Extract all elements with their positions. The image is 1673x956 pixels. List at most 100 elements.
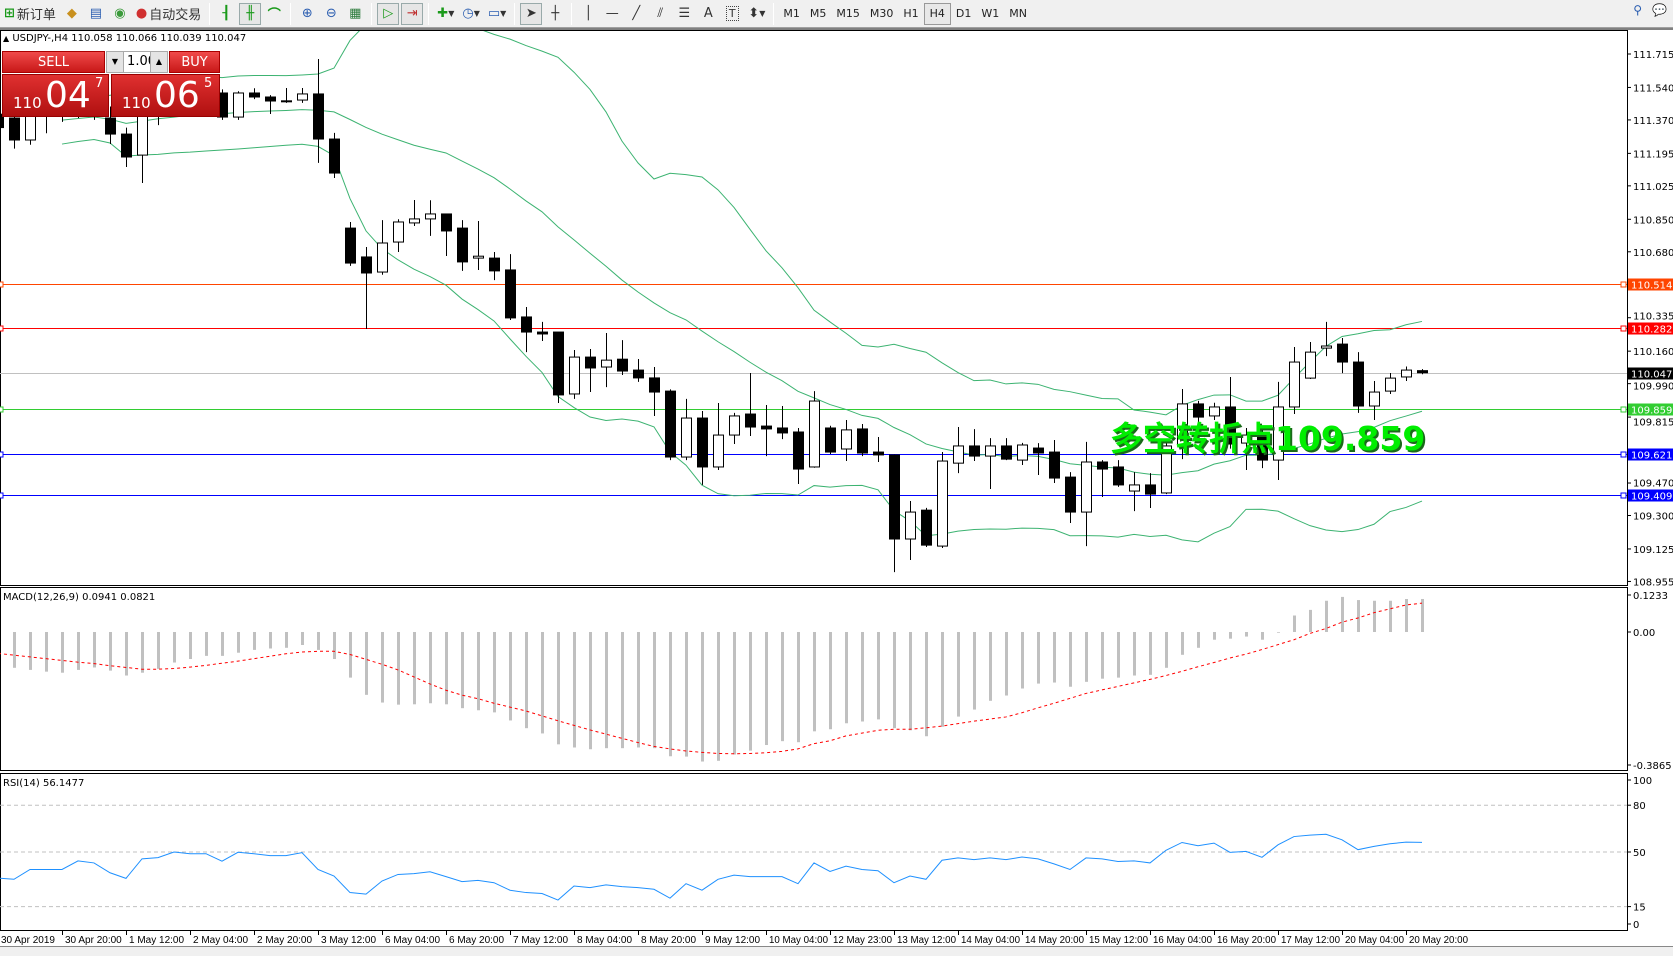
timeframe-w1[interactable]: W1 xyxy=(981,7,1000,20)
sell-point: 7 xyxy=(95,76,104,91)
text-button[interactable]: A xyxy=(697,3,719,25)
candle xyxy=(1097,460,1108,497)
macd-histogram-bar xyxy=(509,632,512,721)
macd-histogram-bar xyxy=(141,632,144,673)
candle-body xyxy=(633,369,644,379)
vertical-line-icon: │ xyxy=(584,6,593,21)
time-tick-label: 17 May 12:00 xyxy=(1281,935,1340,946)
arrows-button[interactable]: ⬍ ▼ xyxy=(745,3,768,25)
horizontal-line-button[interactable]: — xyxy=(601,3,623,25)
periods-button[interactable]: ◷ ▼ xyxy=(459,3,483,25)
candlestick-button[interactable]: ╫ xyxy=(239,2,262,25)
candle-body xyxy=(473,255,484,259)
line-handle xyxy=(0,325,4,332)
timeframe-h4[interactable]: H4 xyxy=(923,2,951,25)
toolbar: ⊞ 新订单 ◆ ▤ ◉ ● 自动交易 ┨ ╫ ⌒ ⊕ ⊖ ▦ ▷ ⇥ ✚ ▼ ◷ ▼ ▭… xyxy=(0,0,1673,28)
candle-body xyxy=(1273,406,1284,461)
auto-trading-button[interactable]: ● 自动交易 xyxy=(133,3,204,25)
price-line-label: 109.859 xyxy=(1631,406,1672,417)
line-handle xyxy=(1620,492,1627,499)
lot-decrease-button[interactable]: ▼ xyxy=(106,51,124,73)
price-line-label-bg xyxy=(1628,489,1673,502)
time-tick-label: 16 May 20:00 xyxy=(1217,935,1276,946)
auto-scroll-button[interactable]: ▷ xyxy=(377,2,400,25)
macd-histogram-bar xyxy=(1405,599,1408,632)
time-axis: 30 Apr 2019 30 Apr 20:00 1 May 12:00 2 May … xyxy=(1,931,1468,946)
price-tick-label: 111.540 xyxy=(1633,83,1673,94)
price-tick-label: 109.990 xyxy=(1633,382,1673,393)
fibonacci-button[interactable]: ☰ xyxy=(673,3,695,25)
signals-button[interactable]: ◉ xyxy=(109,3,131,25)
chart-shift-button[interactable]: ⇥ xyxy=(401,2,424,25)
divider xyxy=(371,2,373,25)
candle-body xyxy=(425,213,436,220)
candle xyxy=(1145,473,1156,509)
templates-button[interactable]: ▭ ▼ xyxy=(485,3,509,25)
sell-price[interactable]: 110 04 7 xyxy=(2,74,109,117)
candle xyxy=(425,200,436,236)
divider xyxy=(773,2,775,25)
cursor-icon: ➤ xyxy=(525,6,537,21)
buy-price[interactable]: 110 06 5 xyxy=(111,74,220,117)
candle xyxy=(265,95,276,115)
macd-histogram-bar xyxy=(109,632,112,671)
price-line-label: 110.282 xyxy=(1631,325,1672,336)
macd-histogram-bar xyxy=(1357,600,1360,632)
vertical-line-button[interactable]: │ xyxy=(577,3,599,25)
zoom-out-button[interactable]: ⊖ xyxy=(320,3,342,25)
zoom-in-button[interactable]: ⊕ xyxy=(296,3,318,25)
indicators-button[interactable]: ✚ ▼ xyxy=(434,3,457,25)
tile-windows-button[interactable]: ▦ xyxy=(344,3,366,25)
timeframe-m15[interactable]: M15 xyxy=(836,7,860,20)
chat-icon[interactable]: 💬 xyxy=(1652,3,1667,17)
lot-size-input[interactable]: 1.00 xyxy=(124,51,158,73)
buy-point: 5 xyxy=(204,76,213,91)
timeframe-m5[interactable]: M5 xyxy=(809,7,827,20)
candle-body xyxy=(777,427,788,434)
macd-histogram-bar xyxy=(445,632,448,705)
text-label-button[interactable]: T xyxy=(721,3,743,25)
crosshair-button[interactable]: ┼ xyxy=(544,3,566,25)
price-line-label-bg xyxy=(1628,403,1673,416)
triangle-up-icon: ▲ xyxy=(3,34,10,43)
timeframe-m1[interactable]: M1 xyxy=(783,7,800,20)
time-tick-label: 8 May 20:00 xyxy=(641,935,696,946)
timeframe-d1[interactable]: D1 xyxy=(955,7,972,20)
price-line-label: 110.047 xyxy=(1631,370,1672,381)
candle xyxy=(1305,341,1316,380)
trendline-button[interactable]: ╱ xyxy=(625,3,647,25)
bar-chart-button[interactable]: ┨ xyxy=(215,3,237,25)
candle-body xyxy=(825,427,836,453)
divider xyxy=(428,2,430,25)
price-tick-label: 109.125 xyxy=(1633,545,1673,556)
sell-button[interactable]: SELL xyxy=(2,51,105,73)
market-watch-button[interactable]: ◆ xyxy=(61,3,83,25)
candle-body xyxy=(1225,406,1236,445)
candle-body xyxy=(297,93,308,101)
macd-label: MACD(12,26,9) 0.0941 0.0821 xyxy=(3,592,155,603)
navigator-button[interactable]: ▤ xyxy=(85,3,107,25)
timeframe-m30[interactable]: M30 xyxy=(869,7,894,20)
line-chart-button[interactable]: ⌒ xyxy=(263,3,285,25)
timeframe-h1[interactable]: H1 xyxy=(903,7,919,20)
candle-body xyxy=(985,445,996,457)
clock-icon: ◷ xyxy=(462,6,474,21)
time-tick-label: 12 May 23:00 xyxy=(833,935,892,946)
new-order-button[interactable]: ⊞ 新订单 xyxy=(1,3,59,25)
macd-histogram-bar xyxy=(909,632,912,731)
cursor-button[interactable]: ➤ xyxy=(520,2,543,25)
timeframe-mn[interactable]: MN xyxy=(1009,7,1027,20)
candle xyxy=(1033,443,1044,475)
candle xyxy=(585,349,596,393)
macd-histogram-bar xyxy=(653,632,656,749)
candle-body xyxy=(1369,391,1380,407)
channel-button[interactable]: ⫽ xyxy=(649,3,671,25)
macd-histogram-bar xyxy=(1133,632,1136,676)
price-line-label: 110.514 xyxy=(1631,281,1672,292)
candle-body xyxy=(1209,406,1220,417)
search-icon[interactable]: ⚲ xyxy=(1633,3,1643,17)
line-handle xyxy=(1620,451,1627,458)
lot-increase-button[interactable]: ▲ xyxy=(150,51,168,73)
buy-button[interactable]: BUY xyxy=(169,51,220,73)
